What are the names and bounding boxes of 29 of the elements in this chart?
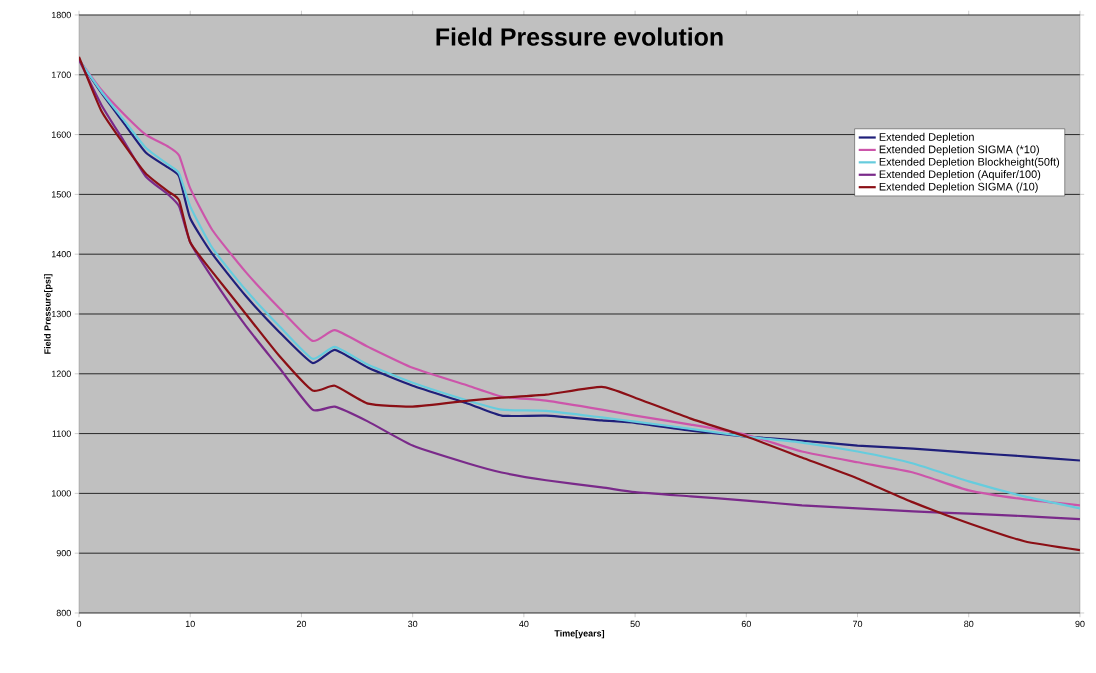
- x-tick-label: 30: [408, 620, 418, 628]
- y-tick-label: 1700: [51, 71, 71, 78]
- y-tick-label: 1300: [51, 310, 71, 318]
- x-tick-label: 0: [76, 620, 82, 628]
- y-tick-label: 1200: [51, 370, 71, 377]
- chart-title: Field Pressure evolution: [436, 27, 723, 46]
- x-tick-label: 40: [519, 620, 529, 628]
- x-tick-label: 20: [296, 620, 307, 628]
- legend-label: Extended Depletion: [879, 132, 974, 143]
- y-tick-label: 1400: [51, 251, 71, 258]
- legend-label: Extended Depletion SIGMA (*10): [879, 145, 1039, 156]
- x-axis-title: Time[years]: [554, 629, 605, 639]
- x-tick-label: 60: [741, 620, 751, 628]
- x-tick-label: 10: [185, 620, 195, 628]
- legend-label: Extended Depletion Blockheight(50ft): [879, 157, 1060, 168]
- y-tick-label: 800: [56, 609, 71, 617]
- y-axis-title: Field Pressure[psi]: [44, 274, 53, 354]
- x-tick-label: 50: [630, 620, 640, 628]
- y-tick-label: 1600: [51, 131, 71, 138]
- y-tick-label: 1800: [51, 11, 71, 19]
- y-tick-label: 900: [56, 550, 71, 557]
- legend-label: Extended Depletion SIGMA (/10): [879, 182, 1038, 193]
- y-tick-label: 1100: [52, 430, 71, 437]
- legend-label: Extended Depletion (Aquifer/100): [879, 170, 1041, 181]
- x-tick-label: 80: [964, 620, 974, 628]
- x-tick-label: 90: [1075, 620, 1085, 628]
- y-tick-label: 1500: [51, 191, 71, 198]
- y-tick-label: 1000: [51, 490, 71, 497]
- x-tick-label: 70: [852, 620, 863, 628]
